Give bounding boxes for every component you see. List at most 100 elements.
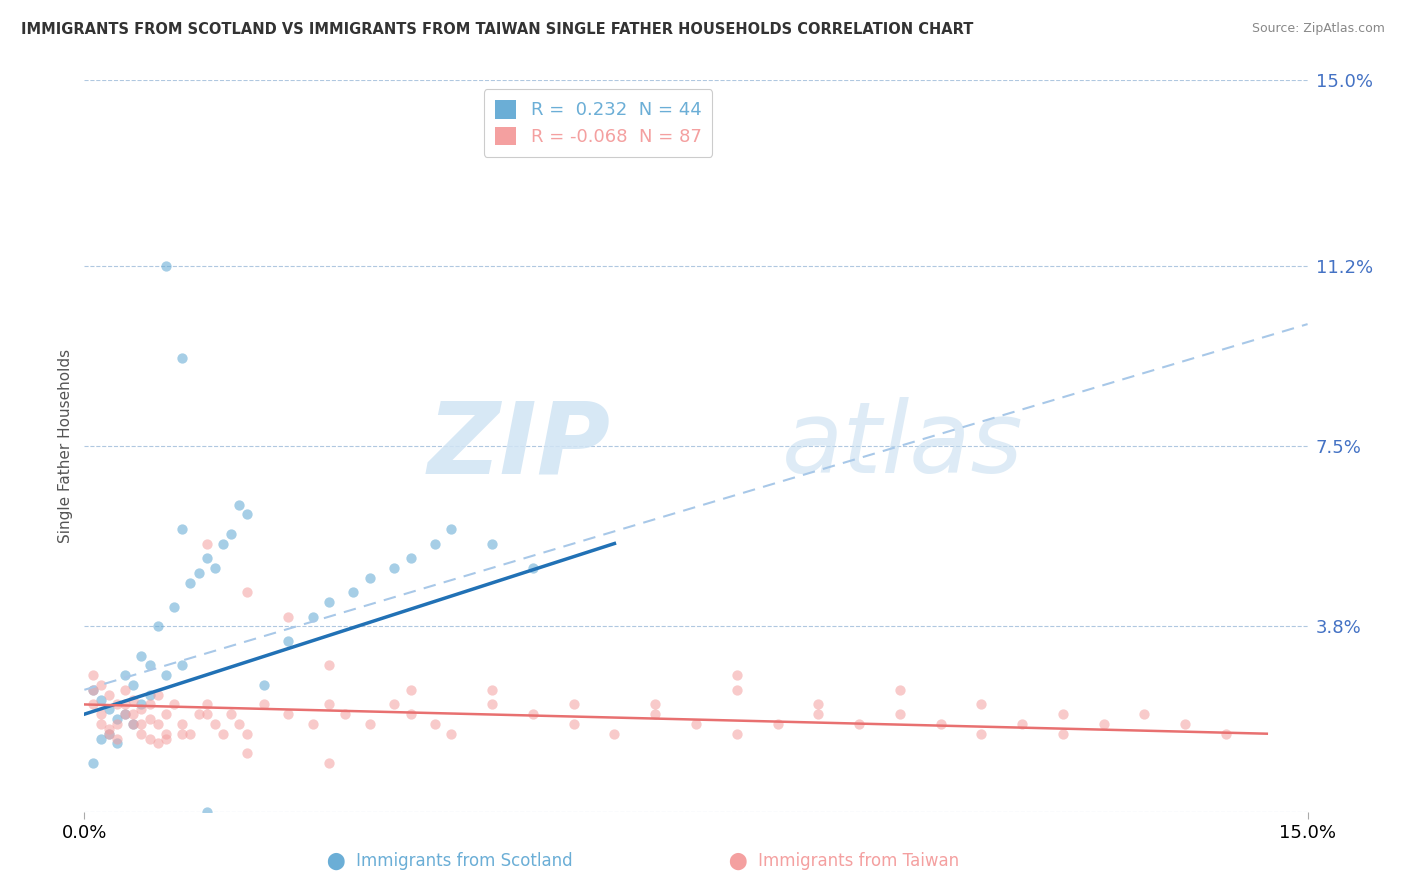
Text: IMMIGRANTS FROM SCOTLAND VS IMMIGRANTS FROM TAIWAN SINGLE FATHER HOUSEHOLDS CORR: IMMIGRANTS FROM SCOTLAND VS IMMIGRANTS F… — [21, 22, 973, 37]
Point — [440, 522, 463, 536]
Point — [359, 717, 381, 731]
Point — [725, 727, 748, 741]
Point — [195, 805, 218, 819]
Point — [131, 698, 153, 712]
Point — [685, 717, 707, 731]
Point — [970, 727, 993, 741]
Point — [138, 731, 160, 746]
Point — [318, 595, 340, 609]
Point — [146, 619, 169, 633]
Point — [318, 698, 340, 712]
Point — [423, 717, 446, 731]
Point — [82, 682, 104, 697]
Point — [172, 727, 194, 741]
Point — [122, 678, 145, 692]
Y-axis label: Single Father Households: Single Father Households — [58, 349, 73, 543]
Point — [204, 717, 226, 731]
Point — [122, 717, 145, 731]
Text: ZIP: ZIP — [427, 398, 610, 494]
Point — [228, 717, 250, 731]
Point — [187, 707, 209, 722]
Point — [228, 498, 250, 512]
Point — [114, 698, 136, 712]
Point — [163, 599, 186, 614]
Point — [195, 707, 218, 722]
Point — [212, 727, 235, 741]
Point — [138, 712, 160, 726]
Point — [172, 522, 194, 536]
Text: atlas: atlas — [782, 398, 1024, 494]
Point — [90, 731, 112, 746]
Point — [105, 736, 128, 750]
Point — [82, 682, 104, 697]
Point — [155, 731, 177, 746]
Point — [342, 585, 364, 599]
Point — [114, 682, 136, 697]
Point — [146, 688, 169, 702]
Point — [155, 259, 177, 273]
Point — [382, 561, 405, 575]
Point — [131, 717, 153, 731]
Point — [766, 717, 789, 731]
Point — [114, 707, 136, 722]
Point — [105, 698, 128, 712]
Point — [97, 702, 120, 716]
Point — [277, 634, 299, 648]
Point — [399, 682, 422, 697]
Point — [1052, 707, 1074, 722]
Point — [219, 707, 242, 722]
Point — [82, 756, 104, 770]
Text: ⬤  Immigrants from Scotland: ⬤ Immigrants from Scotland — [328, 852, 572, 870]
Point — [90, 678, 112, 692]
Point — [114, 707, 136, 722]
Point — [90, 707, 112, 722]
Point — [1092, 717, 1115, 731]
Point — [1174, 717, 1197, 731]
Point — [236, 585, 259, 599]
Point — [155, 727, 177, 741]
Point — [105, 712, 128, 726]
Point — [644, 707, 666, 722]
Point — [155, 668, 177, 682]
Point — [122, 707, 145, 722]
Point — [131, 648, 153, 663]
Point — [138, 658, 160, 673]
Point — [131, 702, 153, 716]
Point — [481, 682, 503, 697]
Point — [301, 717, 323, 731]
Point — [236, 727, 259, 741]
Point — [848, 717, 870, 731]
Point — [440, 727, 463, 741]
Point — [807, 698, 830, 712]
Point — [212, 536, 235, 550]
Point — [423, 536, 446, 550]
Point — [970, 698, 993, 712]
Point — [90, 692, 112, 706]
Point — [1215, 727, 1237, 741]
Point — [114, 668, 136, 682]
Point — [1052, 727, 1074, 741]
Point — [889, 682, 911, 697]
Point — [318, 658, 340, 673]
Point — [172, 351, 194, 366]
Point — [236, 746, 259, 760]
Point — [889, 707, 911, 722]
Point — [90, 717, 112, 731]
Point — [1133, 707, 1156, 722]
Point — [253, 678, 276, 692]
Point — [172, 658, 194, 673]
Text: Source: ZipAtlas.com: Source: ZipAtlas.com — [1251, 22, 1385, 36]
Point — [155, 707, 177, 722]
Point — [97, 727, 120, 741]
Point — [301, 609, 323, 624]
Point — [1011, 717, 1033, 731]
Point — [195, 551, 218, 566]
Point — [97, 722, 120, 736]
Point — [253, 698, 276, 712]
Point — [481, 536, 503, 550]
Legend: R =  0.232  N = 44, R = -0.068  N = 87: R = 0.232 N = 44, R = -0.068 N = 87 — [484, 89, 713, 157]
Point — [277, 707, 299, 722]
Point — [82, 698, 104, 712]
Point — [146, 736, 169, 750]
Point — [219, 526, 242, 541]
